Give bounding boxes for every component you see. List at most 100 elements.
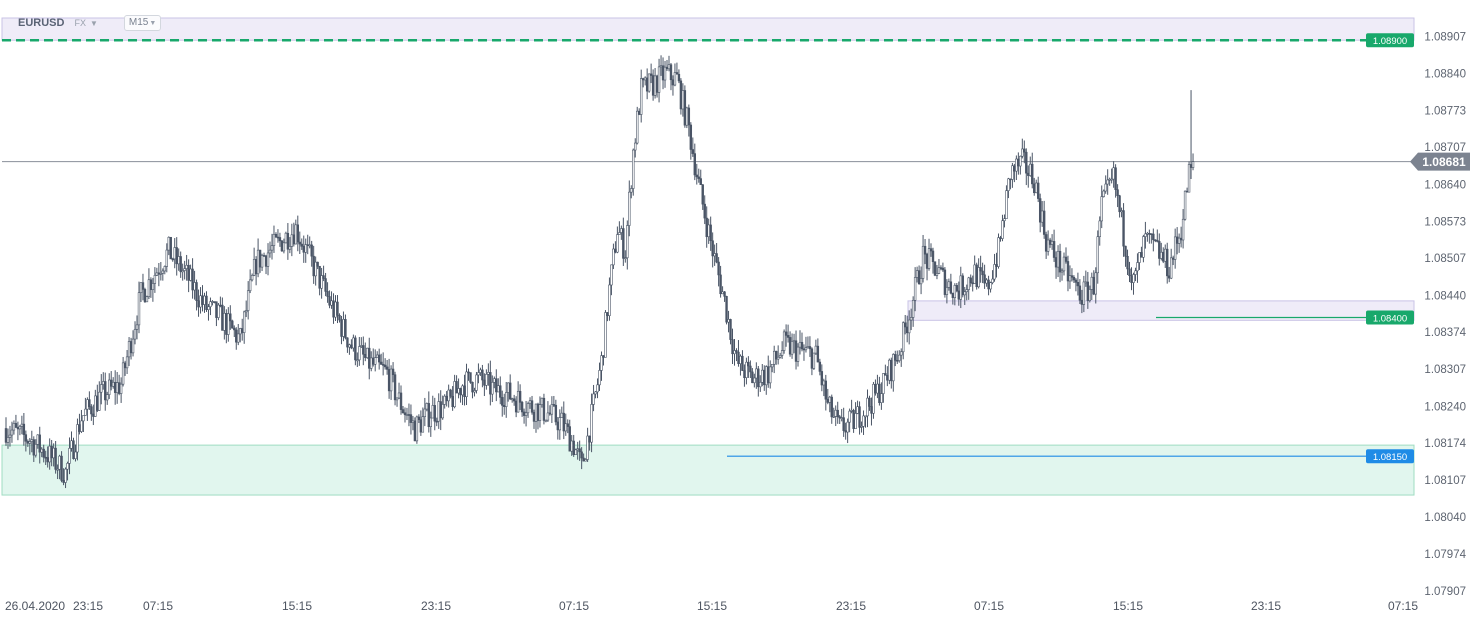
candle-body bbox=[763, 369, 766, 386]
candle-body bbox=[119, 383, 123, 394]
candle-body bbox=[64, 468, 67, 483]
candle-body bbox=[556, 421, 560, 431]
candle-body bbox=[153, 275, 157, 284]
candle-body bbox=[1168, 275, 1171, 279]
candle-body bbox=[104, 381, 107, 401]
candle-body bbox=[8, 434, 12, 438]
candle-body bbox=[290, 234, 294, 247]
candle-body bbox=[16, 427, 20, 430]
candle-body bbox=[24, 434, 28, 442]
candle-body bbox=[921, 245, 925, 279]
candle-body bbox=[374, 357, 377, 365]
candle-body bbox=[1050, 241, 1054, 245]
candle-body bbox=[443, 395, 446, 405]
candle-body bbox=[223, 313, 226, 331]
candle-body bbox=[205, 295, 208, 310]
candle-body bbox=[530, 400, 534, 413]
candle-body bbox=[457, 388, 460, 394]
y-tick-label: 1.08707 bbox=[1424, 142, 1466, 154]
candle-body bbox=[499, 385, 502, 398]
candle-body bbox=[1042, 210, 1046, 235]
symbol-label[interactable]: EURUSD bbox=[18, 17, 65, 29]
candle-body bbox=[584, 459, 587, 462]
y-axis: 1.08907 1.08840 1.08773 1.08707 1.08640 1.085… bbox=[1424, 31, 1466, 598]
candle-body bbox=[771, 363, 774, 368]
candle-body bbox=[441, 404, 444, 419]
candle-body bbox=[1019, 155, 1022, 167]
candle-body bbox=[981, 270, 984, 276]
candle-body bbox=[1007, 178, 1010, 191]
candle-body bbox=[933, 261, 937, 276]
candle-body bbox=[973, 264, 976, 284]
candle-body bbox=[123, 362, 127, 369]
candle-body bbox=[54, 447, 57, 470]
symbol-dropdown-icon[interactable]: ▼ bbox=[89, 18, 98, 28]
x-tick-label: 07:15 bbox=[1388, 599, 1418, 613]
candle-body bbox=[538, 404, 542, 421]
candle-body bbox=[364, 354, 367, 358]
candle-body bbox=[904, 322, 907, 328]
candle-body bbox=[919, 278, 923, 285]
candle-body bbox=[824, 380, 828, 400]
candle-body bbox=[1118, 195, 1121, 213]
candle-body bbox=[356, 359, 359, 362]
candle-body bbox=[131, 338, 135, 354]
candle-body bbox=[755, 368, 758, 379]
candle-body bbox=[42, 448, 45, 458]
candle-body bbox=[991, 278, 994, 283]
candle-body bbox=[892, 354, 895, 382]
candle-body bbox=[413, 420, 417, 442]
candle-body bbox=[1056, 250, 1060, 268]
candle-body bbox=[44, 456, 47, 459]
candle-body bbox=[179, 256, 182, 273]
candle-body bbox=[340, 319, 343, 337]
candle-body bbox=[628, 191, 631, 226]
candle-body bbox=[111, 381, 115, 387]
candle-body bbox=[10, 429, 14, 436]
candle-body bbox=[227, 313, 230, 335]
candle-body bbox=[806, 346, 810, 349]
candle-body bbox=[399, 392, 403, 410]
candle-body bbox=[94, 395, 97, 417]
y-tick-label: 1.08507 bbox=[1424, 253, 1466, 265]
candle-body bbox=[713, 253, 716, 257]
candle-body bbox=[237, 333, 240, 343]
candle-body bbox=[1114, 167, 1117, 190]
candle-body bbox=[98, 391, 101, 411]
candle-body bbox=[135, 324, 139, 330]
candle-body bbox=[1187, 164, 1191, 193]
candle-body bbox=[487, 372, 490, 375]
candle-body bbox=[675, 72, 679, 75]
candle-body bbox=[292, 234, 296, 245]
candle-body bbox=[898, 354, 901, 361]
candle-body bbox=[330, 300, 333, 306]
candle-body bbox=[620, 228, 623, 233]
candle-body bbox=[1080, 299, 1084, 305]
candle-body bbox=[778, 355, 782, 358]
candle-body bbox=[834, 409, 837, 417]
price-lines-layer[interactable]: 1.08900 1.08400 1.08150 bbox=[2, 33, 1414, 464]
candle-body bbox=[681, 90, 685, 110]
candle-body bbox=[769, 366, 772, 384]
candle-body bbox=[902, 322, 905, 353]
candle-body bbox=[473, 390, 476, 393]
timeframe-selector[interactable]: M15▼ bbox=[123, 15, 162, 31]
candle-body bbox=[560, 412, 564, 418]
candle-body bbox=[562, 412, 565, 432]
candle-body bbox=[175, 247, 178, 265]
candle-body bbox=[546, 412, 550, 421]
candle-body bbox=[731, 339, 734, 355]
candle-body bbox=[645, 77, 649, 92]
candle-body bbox=[141, 282, 145, 290]
candle-body bbox=[203, 295, 206, 305]
candle-body bbox=[693, 153, 696, 176]
candle-body bbox=[209, 301, 212, 308]
candle-body bbox=[822, 380, 826, 386]
candle-body bbox=[816, 345, 820, 363]
candle-body bbox=[334, 301, 337, 318]
candle-body bbox=[1021, 148, 1024, 157]
candle-body bbox=[896, 359, 899, 362]
candle-body bbox=[977, 267, 980, 288]
candle-body bbox=[917, 270, 921, 285]
